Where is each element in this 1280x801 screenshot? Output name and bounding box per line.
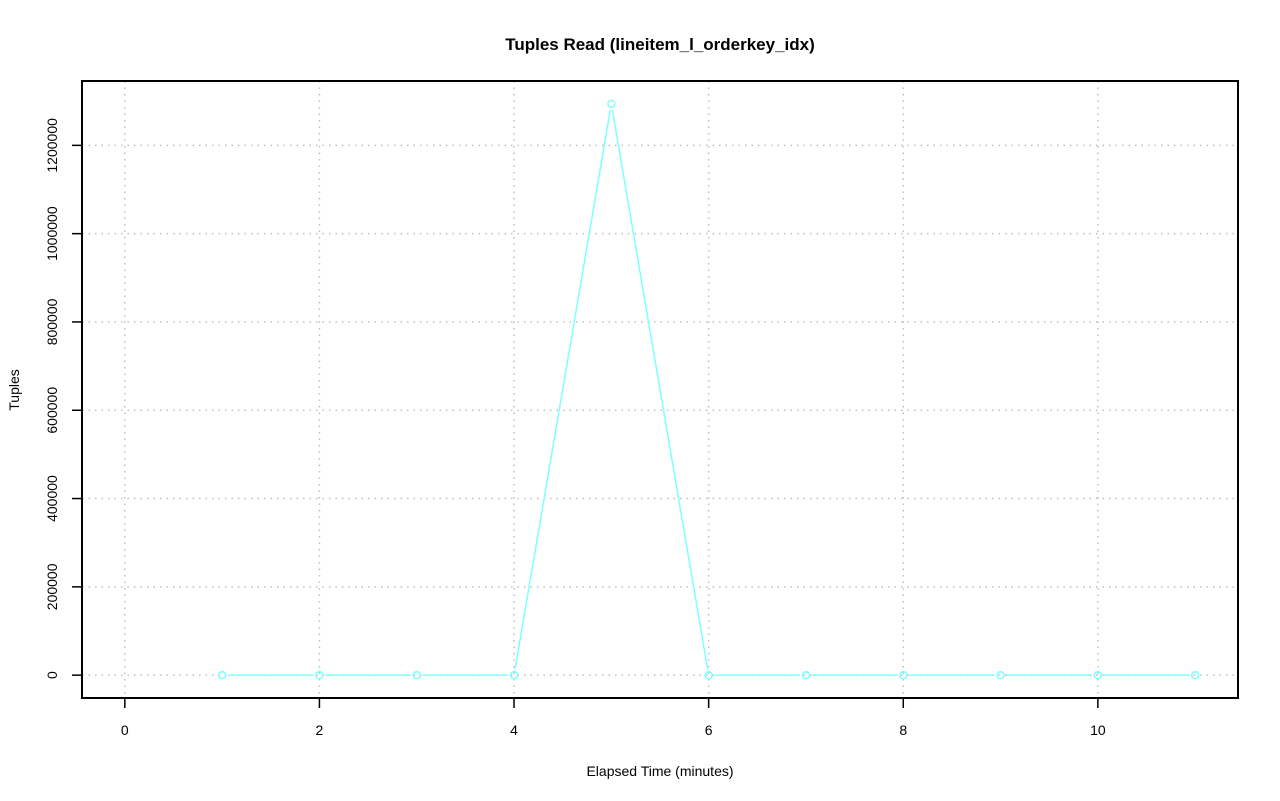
x-tick-label: 0 bbox=[121, 722, 129, 738]
data-point bbox=[899, 670, 908, 680]
y-tick-label: 1200000 bbox=[44, 118, 60, 173]
data-point bbox=[996, 670, 1005, 680]
data-point bbox=[704, 670, 713, 680]
data-point bbox=[607, 99, 616, 109]
x-tick-label: 10 bbox=[1090, 722, 1106, 738]
y-tick-label: 400000 bbox=[44, 475, 60, 522]
y-axis-label: Tuples bbox=[6, 369, 22, 411]
data-point bbox=[412, 670, 421, 680]
y-tick-label: 200000 bbox=[44, 563, 60, 610]
data-point bbox=[1190, 670, 1200, 680]
chart-title: Tuples Read (lineitem_l_orderkey_idx) bbox=[505, 35, 815, 54]
x-tick-label: 2 bbox=[316, 722, 324, 738]
data-point bbox=[509, 670, 519, 680]
series-segment bbox=[611, 109, 709, 670]
y-tick-label: 800000 bbox=[44, 298, 60, 345]
data-point bbox=[217, 670, 227, 680]
plot-box bbox=[81, 80, 1239, 699]
data-point bbox=[1093, 670, 1103, 680]
series-segment bbox=[514, 109, 612, 670]
y-tick-label: 600000 bbox=[44, 387, 60, 434]
x-tick-label: 4 bbox=[510, 722, 518, 738]
x-tick-label: 8 bbox=[899, 722, 907, 738]
axes: 0 2 4 6 8 10 0 200000 400000 600000 800000 1000000 1… bbox=[44, 118, 1106, 738]
y-tick-label: 1000000 bbox=[44, 206, 60, 261]
data-point bbox=[315, 670, 324, 680]
x-tick-label: 6 bbox=[705, 722, 713, 738]
series bbox=[217, 99, 1200, 680]
y-tick-label: 0 bbox=[44, 671, 60, 679]
x-axis-label: Elapsed Time (minutes) bbox=[586, 763, 733, 779]
data-point bbox=[801, 670, 811, 680]
